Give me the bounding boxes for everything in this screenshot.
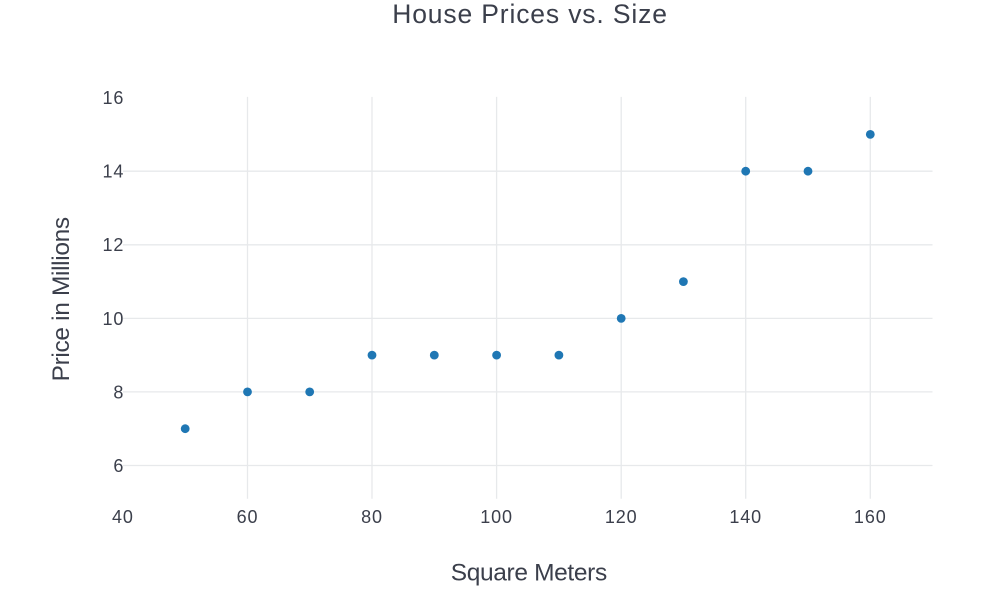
svg-text:40: 40	[112, 507, 134, 527]
svg-text:160: 160	[854, 507, 887, 527]
svg-text:10: 10	[102, 309, 124, 329]
svg-text:100: 100	[480, 507, 513, 527]
svg-text:8: 8	[113, 382, 124, 402]
svg-text:140: 140	[729, 507, 762, 527]
svg-text:6: 6	[113, 456, 124, 476]
svg-text:60: 60	[237, 507, 259, 527]
svg-text:Square Meters: Square Meters	[451, 560, 607, 587]
svg-text:120: 120	[605, 507, 638, 527]
svg-text:80: 80	[361, 507, 383, 527]
svg-text:12: 12	[102, 235, 124, 255]
svg-text:16: 16	[102, 88, 124, 108]
svg-text:House Prices vs. Size: House Prices vs. Size	[392, 0, 668, 29]
svg-text:Price in Millions: Price in Millions	[48, 217, 75, 381]
svg-text:14: 14	[102, 162, 124, 182]
